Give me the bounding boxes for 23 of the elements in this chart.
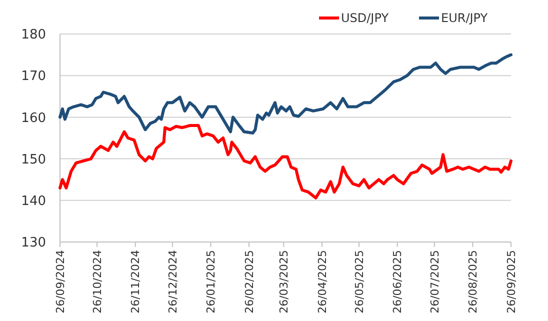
x-tick-label: 26/07/2025	[428, 250, 442, 314]
x-tick-label: 26/02/2025	[242, 250, 256, 314]
legend-label: USD/JPY	[341, 11, 390, 26]
x-tick-label: 26/09/2024	[54, 250, 67, 314]
y-tick-label: 170	[21, 69, 46, 84]
y-tick-label: 130	[21, 236, 46, 251]
y-tick-label: 180	[21, 28, 46, 43]
x-tick-label: 26/11/2024	[129, 250, 142, 314]
y-tick-label: 160	[21, 110, 46, 126]
x-tick-label: 26/06/2025	[391, 250, 404, 314]
x-tick-label: 26/12/2024	[166, 250, 180, 314]
x-tick-label: 26/08/2025	[466, 250, 480, 314]
x-tick-label: 26/09/2025	[504, 250, 518, 314]
line-series	[58, 124, 512, 200]
x-tick-label: 26/04/2025	[316, 250, 329, 314]
line-series	[58, 53, 512, 135]
x-tick-label: 26/03/2025	[277, 250, 290, 314]
y-tick-label: 150	[21, 152, 46, 168]
x-tick-label: 26/01/2025	[204, 250, 218, 314]
legend-label: EUR/JPY	[441, 11, 488, 26]
x-tick-label: 26/10/2024	[90, 250, 104, 314]
x-tick-label: 26/05/2025	[352, 250, 366, 314]
y-tick-label: 140	[21, 194, 46, 209]
